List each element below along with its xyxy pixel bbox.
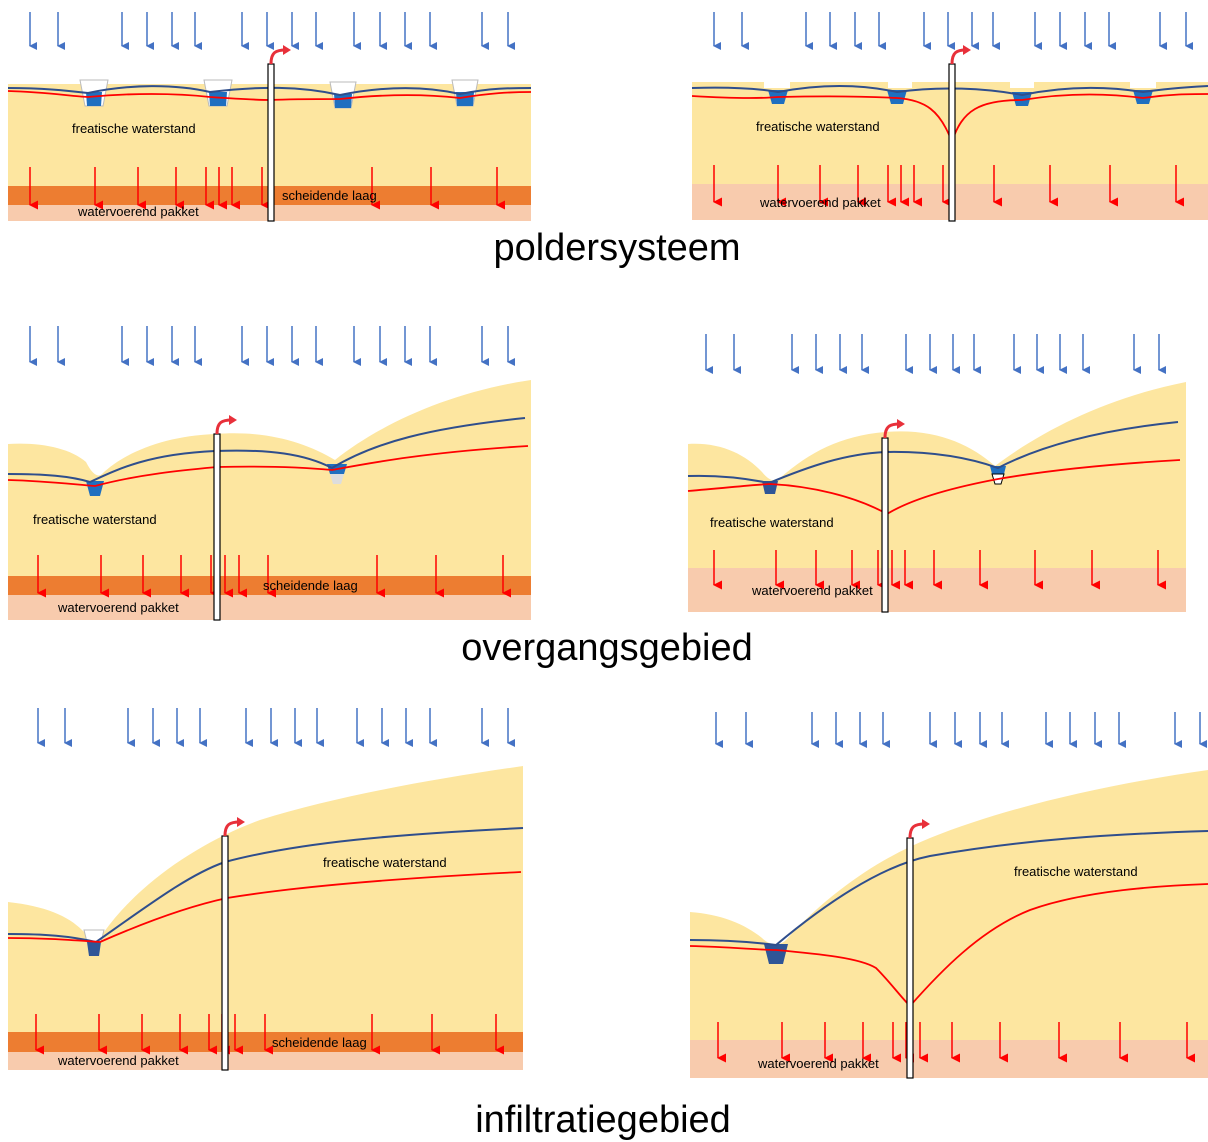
soil-body: [8, 380, 531, 576]
panel-infiltration-direct: freatische waterstand watervoerend pakke…: [689, 712, 1208, 1079]
ditch-icon: [86, 92, 102, 106]
ditch-icon: [887, 90, 907, 104]
separating-layer-label: scheidende laag: [282, 188, 377, 203]
pumped-groundwater-line: [687, 459, 1181, 516]
caption-poldersysteem: poldersysteem: [493, 227, 740, 269]
aquifer-layer: [688, 568, 1186, 612]
well-outlet-icon: [908, 819, 930, 839]
groundwater-line: [687, 421, 1179, 485]
water-table-label: freatische waterstand: [323, 855, 447, 870]
ditch-icon: [330, 474, 344, 484]
caption-infiltratiegebied: infiltratiegebied: [475, 1099, 731, 1141]
water-table-label: freatische waterstand: [710, 515, 834, 530]
panel-polder-separating-layer: freatische waterstand scheidende laag wa…: [7, 12, 532, 222]
caption-overgangsgebied: overgangsgebied: [461, 627, 753, 669]
separating-layer-label: scheidende laag: [272, 1035, 367, 1050]
panel-polder-direct: freatische waterstand watervoerend pakke…: [691, 12, 1208, 222]
pumped-groundwater-line: [689, 883, 1208, 1008]
groundwater-line: [689, 830, 1208, 947]
ditch-icon: [87, 942, 101, 956]
ditch-icon: [1012, 92, 1032, 106]
ditch-icon: [334, 94, 352, 108]
well-pipe-icon: [213, 433, 221, 621]
groundwater-line: [7, 85, 532, 97]
panel-transition-direct: freatische waterstand watervoerend pakke…: [687, 334, 1186, 613]
ditch-icon: [1133, 90, 1153, 104]
groundwater-line: [7, 827, 524, 944]
well-pipe-icon: [267, 63, 275, 222]
panel-infiltration-separating-layer: freatische waterstand scheidende laag wa…: [7, 708, 524, 1071]
aquifer-label: watervoerend pakket: [57, 1053, 179, 1068]
water-table-label: freatische waterstand: [33, 512, 157, 527]
aquifer-label: watervoerend pakket: [57, 600, 179, 615]
separating-layer-label: scheidende laag: [263, 578, 358, 593]
soil-body: [8, 766, 523, 1032]
ditch-icon: [456, 92, 474, 106]
water-table-label: freatische waterstand: [756, 119, 880, 134]
aquifer-label: watervoerend pakket: [757, 1056, 879, 1071]
well-pipe-icon: [948, 63, 956, 222]
aquifer-label: watervoerend pakket: [77, 204, 199, 219]
well-pipe-icon: [881, 437, 889, 613]
aquifer-label: watervoerend pakket: [759, 195, 881, 210]
groundwater-line: [7, 417, 526, 484]
aquifer-layer: [8, 1052, 523, 1070]
panel-transition-separating-layer: freatische waterstand scheidende laag wa…: [7, 326, 531, 621]
water-table-label: freatische waterstand: [1014, 864, 1138, 879]
pumped-groundwater-line: [7, 445, 529, 487]
well-outlet-icon: [883, 419, 905, 439]
aquifer-label: watervoerend pakket: [751, 583, 873, 598]
well-pipe-icon: [221, 835, 229, 1071]
pumped-groundwater-line: [7, 871, 522, 943]
well-outlet-icon: [269, 45, 291, 65]
well-outlet-icon: [223, 817, 245, 837]
well-pipe-icon: [906, 837, 914, 1079]
soil-body: [690, 770, 1208, 1040]
ditch-icon: [990, 466, 1006, 474]
groundwater-line: [691, 85, 1208, 97]
well-outlet-icon: [950, 45, 971, 65]
separating-layer: [8, 576, 531, 595]
ditch-icon: [209, 92, 227, 106]
well-outlet-icon: [215, 415, 237, 435]
water-table-label: freatische waterstand: [72, 121, 196, 136]
soil-body: [688, 382, 1186, 568]
aquifer-layer: [8, 595, 531, 620]
